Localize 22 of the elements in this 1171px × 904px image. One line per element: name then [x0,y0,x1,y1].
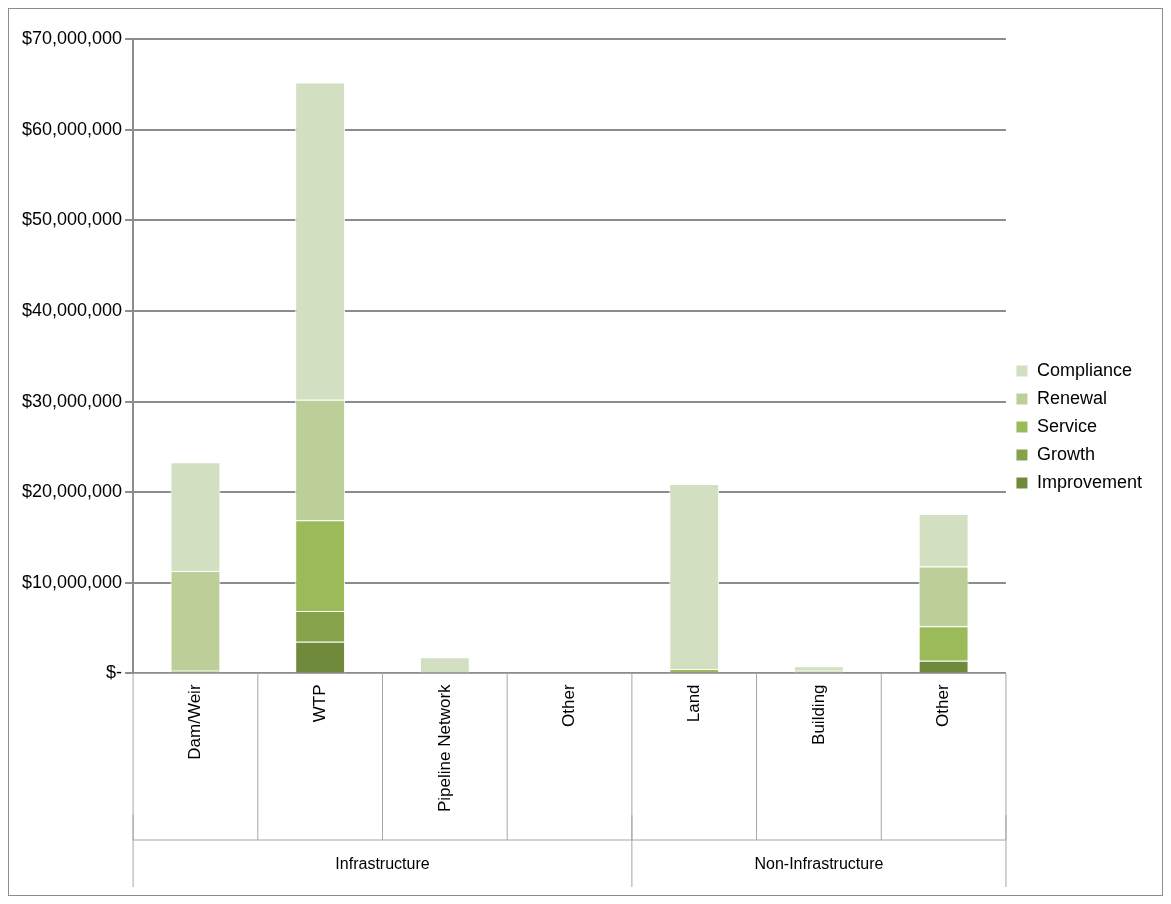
x-tick-label: Land [683,684,703,723]
x-tick-label: Other [559,684,579,727]
legend-label: Improvement [1036,471,1143,492]
x-tick-label: Pipeline Network [434,683,454,812]
text: Infrastructure [335,855,430,873]
y-tick-label: $70,000,000 [21,27,123,48]
x-tick-label: Building [808,684,828,745]
y-tick-label: $50,000,000 [21,209,123,230]
x-tick-label: Dam/Weir [185,684,205,760]
text: Non-Infrastructure [754,855,884,873]
y-tick-label: $40,000,000 [21,299,123,320]
y-tick-label: $20,000,000 [21,481,123,502]
y-tick-label: $30,000,000 [21,390,123,411]
legend-label: Renewal [1036,387,1108,408]
y-tick-label: $- [106,662,123,683]
legend-label: Growth [1036,443,1095,464]
x-tick-label: WTP [309,684,329,723]
x-tick-label: Other [933,684,953,727]
y-tick-label: $60,000,000 [21,118,123,139]
y-tick-label: $10,000,000 [21,571,123,592]
legend-label: Compliance [1036,359,1133,380]
legend-label: Service [1036,415,1097,436]
